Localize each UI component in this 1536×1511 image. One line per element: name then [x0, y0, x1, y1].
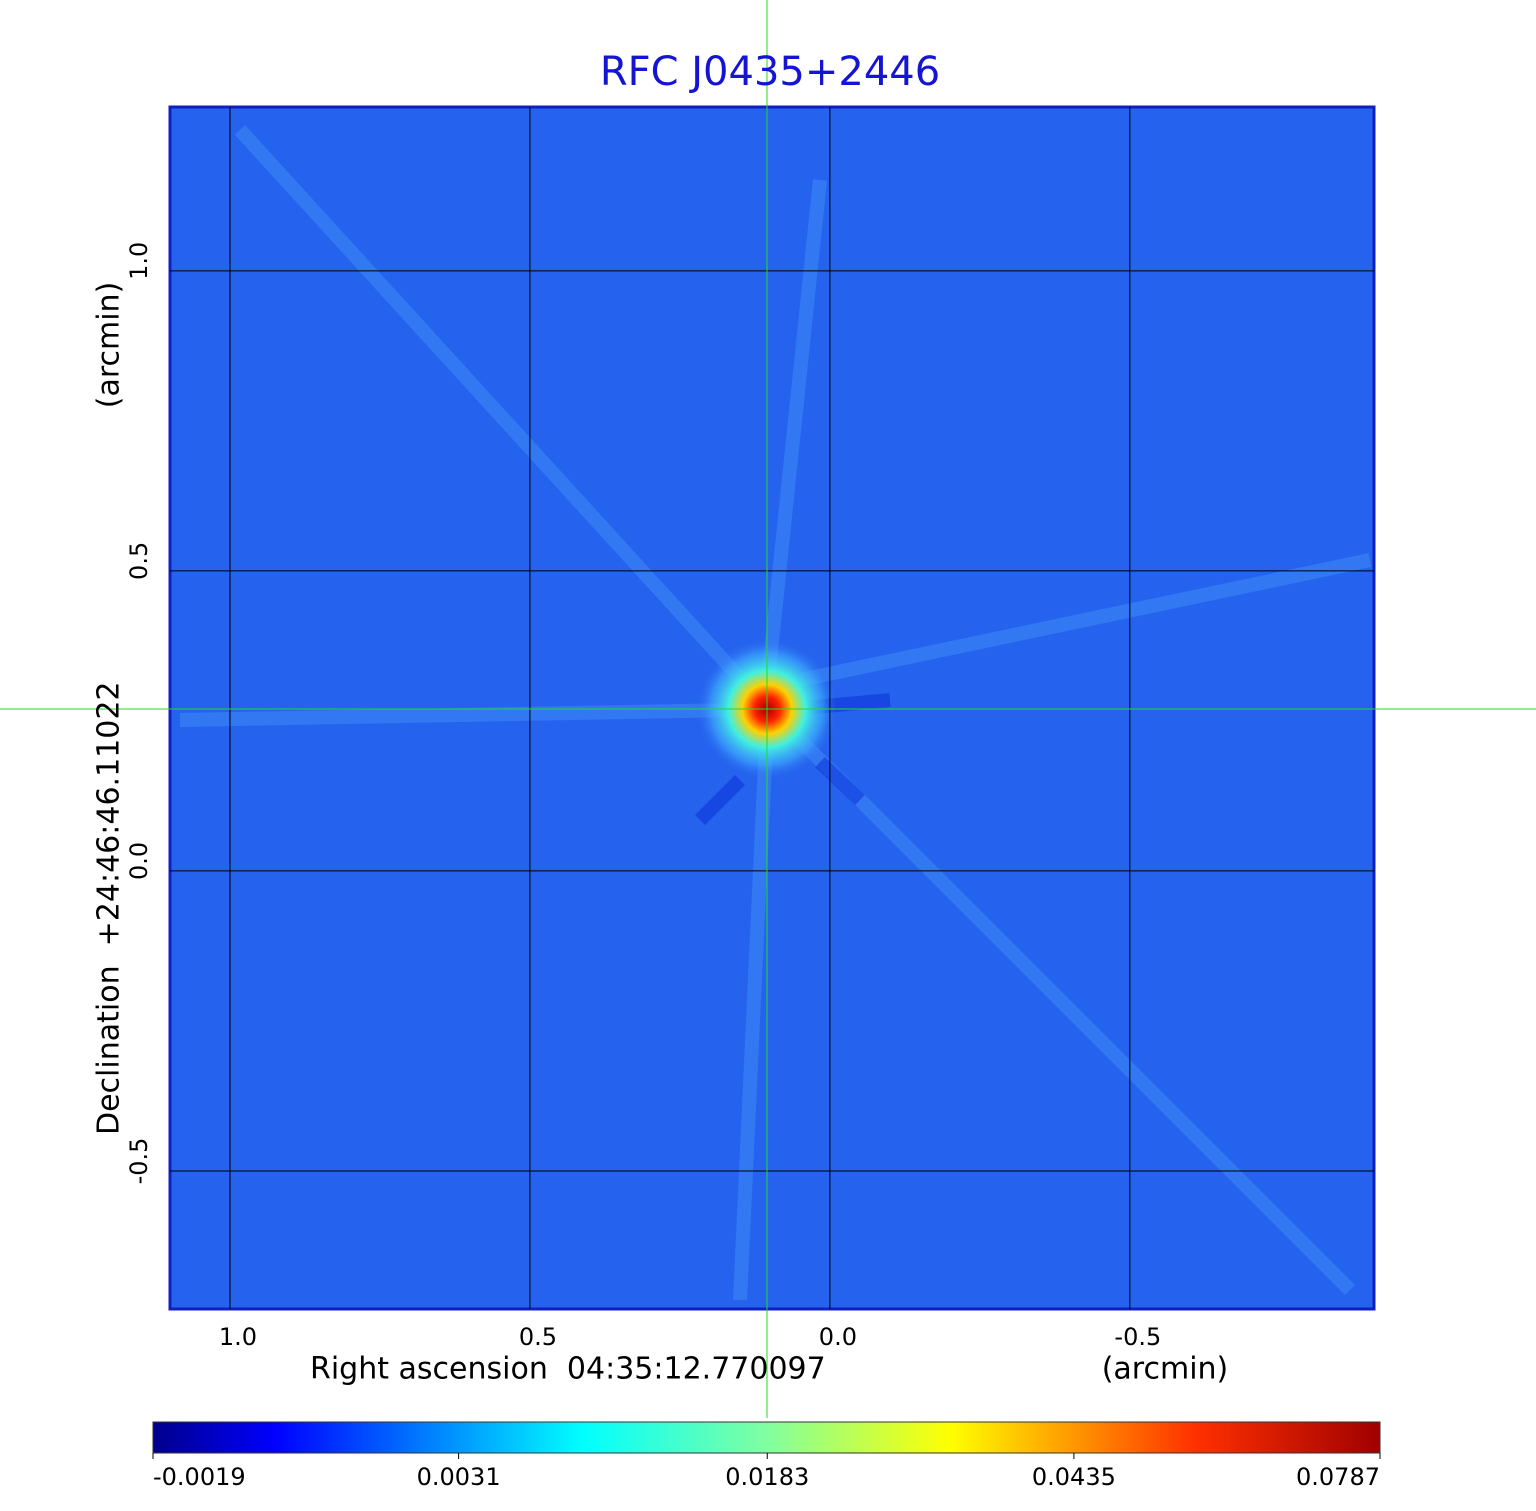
- x-axis-unit: (arcmin): [1102, 1352, 1229, 1387]
- y-tick-label: -0.5: [125, 1138, 153, 1185]
- image-area: [168, 105, 1376, 1311]
- colorbar-tick-label: 0.0183: [725, 1463, 809, 1491]
- chart-title: RFC J0435+2446: [600, 49, 940, 95]
- y-axis-label: Declination +24:46:46.11022: [92, 681, 127, 1135]
- y-axis-unit: (arcmin): [92, 282, 127, 409]
- y-tick-label: 0.0: [125, 842, 153, 880]
- colorbar-tick-label: 0.0787: [1296, 1463, 1380, 1491]
- x-tick-label: 1.0: [219, 1323, 257, 1351]
- colorbar-tick-label: 0.0031: [417, 1463, 501, 1491]
- colorbar: [152, 1421, 1381, 1454]
- x-axis-label: Right ascension 04:35:12.770097: [310, 1352, 826, 1387]
- x-tick-label: -0.5: [1114, 1323, 1161, 1351]
- y-tick-label: 1.0: [125, 242, 153, 280]
- x-tick-label: 0.5: [519, 1323, 557, 1351]
- x-tick-label: 0.0: [819, 1323, 857, 1351]
- colorbar-tick-label: -0.0019: [153, 1463, 246, 1491]
- sidelobes: [179, 125, 1372, 1301]
- axes: 1.0 0.5 0.0 -0.5 -0.5 0.0 0.5 1.0: [125, 107, 1374, 1351]
- y-tick-label: 0.5: [125, 542, 153, 580]
- colorbar-tick-label: 0.0435: [1032, 1463, 1116, 1491]
